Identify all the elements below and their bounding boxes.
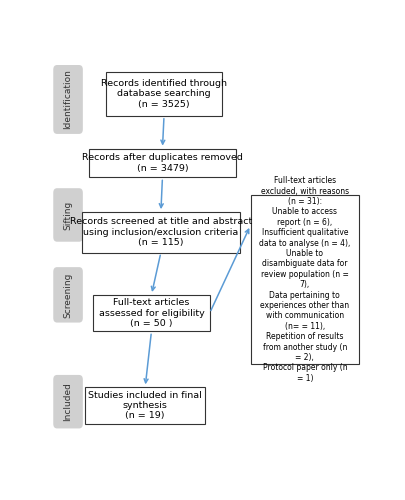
FancyBboxPatch shape xyxy=(88,148,236,178)
Text: Identification: Identification xyxy=(64,70,72,130)
Text: Records after duplicates removed
(n = 3479): Records after duplicates removed (n = 34… xyxy=(82,154,242,172)
FancyBboxPatch shape xyxy=(53,188,83,242)
FancyBboxPatch shape xyxy=(93,295,209,332)
Text: Full-text articles
assessed for eligibility
(n = 50 ): Full-text articles assessed for eligibil… xyxy=(98,298,204,328)
Text: Records identified through
database searching
(n = 3525): Records identified through database sear… xyxy=(101,79,226,108)
Text: Screening: Screening xyxy=(64,272,72,318)
FancyBboxPatch shape xyxy=(53,65,83,134)
Text: Sifting: Sifting xyxy=(64,200,72,230)
FancyBboxPatch shape xyxy=(53,267,83,322)
FancyBboxPatch shape xyxy=(53,375,83,428)
Text: Full-text articles
excluded, with reasons
(n = 31):
Unable to access
report (n =: Full-text articles excluded, with reason… xyxy=(258,176,350,383)
Text: Included: Included xyxy=(64,382,72,421)
Text: Studies included in final
synthesis
(n = 19): Studies included in final synthesis (n =… xyxy=(88,390,202,420)
FancyBboxPatch shape xyxy=(85,387,205,424)
FancyBboxPatch shape xyxy=(106,72,222,116)
Text: Records screened at title and abstract
using inclusion/exclusion criteria
(n = 1: Records screened at title and abstract u… xyxy=(70,218,252,247)
FancyBboxPatch shape xyxy=(250,194,358,364)
FancyBboxPatch shape xyxy=(82,212,239,252)
